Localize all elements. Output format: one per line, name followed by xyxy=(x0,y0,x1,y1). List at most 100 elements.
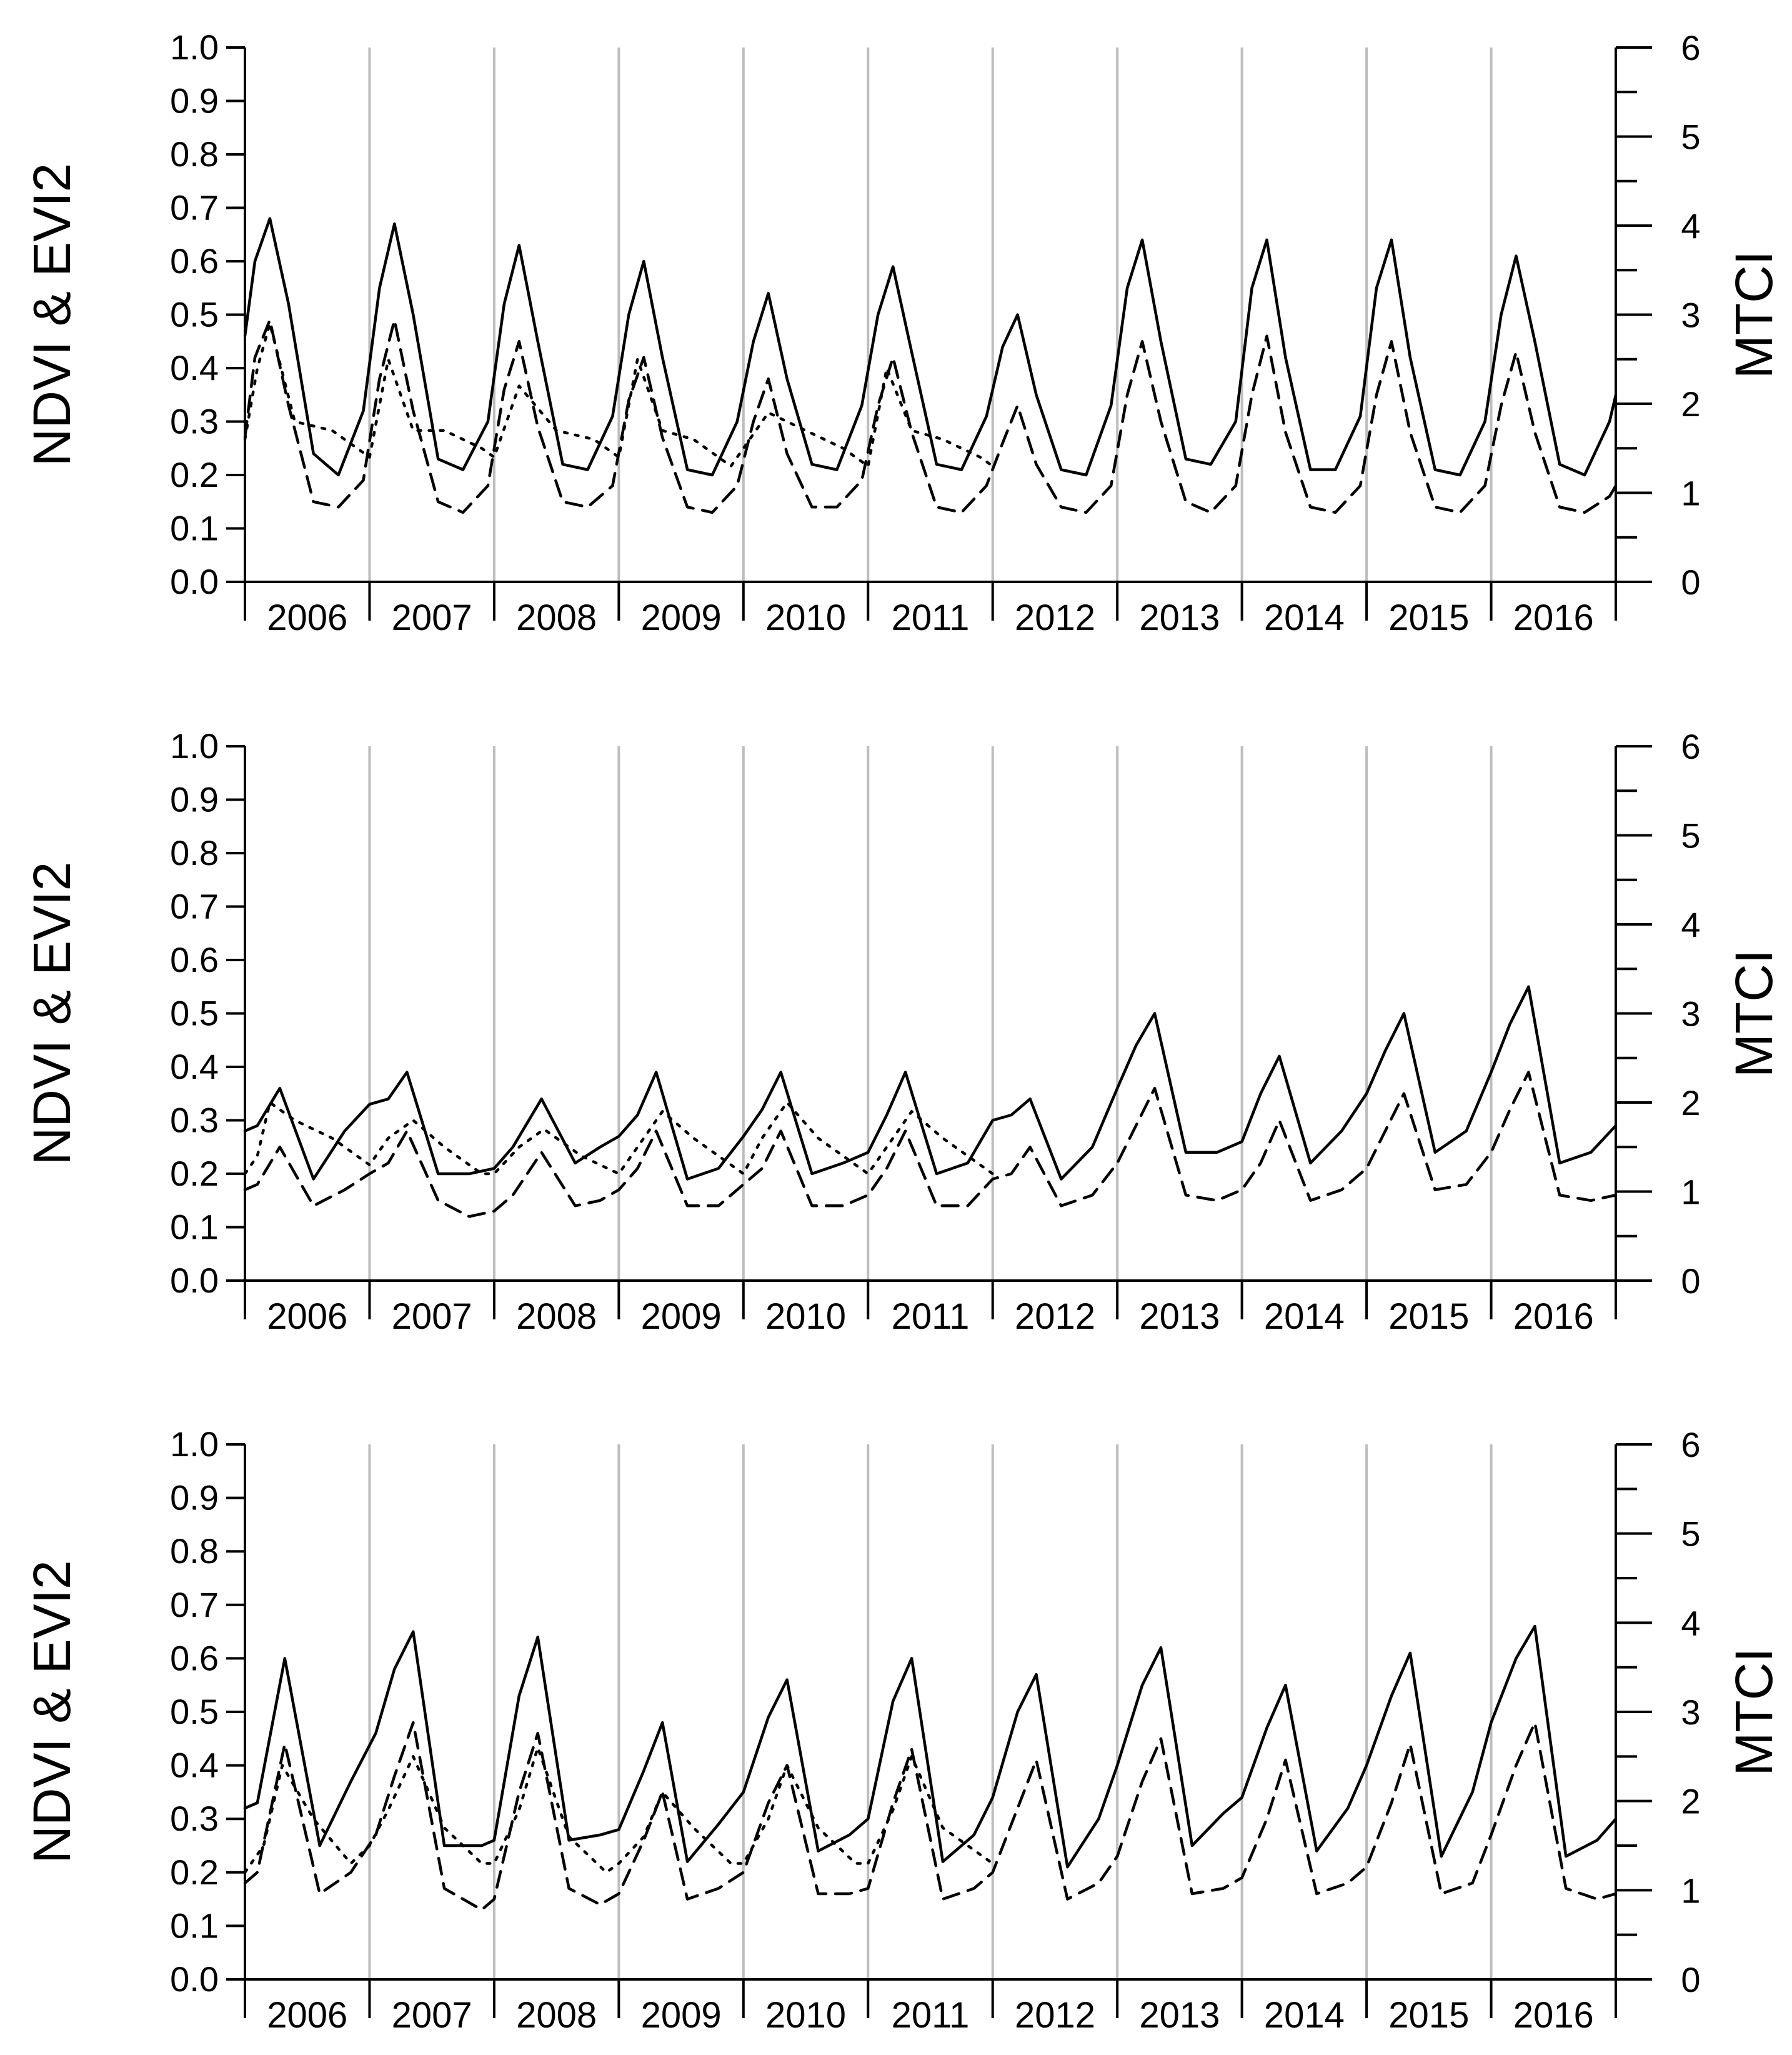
right-axis-tick-label: 4 xyxy=(1681,206,1700,246)
left-axis-tick-label: 0.9 xyxy=(170,780,219,819)
left-axis-tick-label: 0.2 xyxy=(170,1852,219,1892)
left-axis-tick-label: 0.8 xyxy=(170,833,219,872)
x-axis-year-label: 2013 xyxy=(1139,1296,1220,1337)
x-axis-year-label: 2006 xyxy=(267,1296,347,1337)
x-axis-year-label: 2011 xyxy=(892,1296,970,1337)
right-axis-tick-label: 1 xyxy=(1681,1871,1700,1910)
x-axis-year-label: 2006 xyxy=(267,1995,347,2036)
left-axis-tick-label: 0.6 xyxy=(170,241,219,281)
right-axis-tick-label: 5 xyxy=(1681,1514,1700,1554)
right-axis-tick-label: 1 xyxy=(1681,474,1700,513)
right-axis-tick-label: 2 xyxy=(1681,1083,1700,1122)
right-axis-tick-label: 6 xyxy=(1681,1425,1700,1464)
chart-panel-middle: 0.0 0.1 0.2 0.3 0.4 0.5 0.6 0.7 0.8 0.9 1.0 0 1 2 3 4 5 6… xyxy=(22,726,1783,1337)
left-axis-tick-label: 0.7 xyxy=(170,1585,219,1624)
right-axis-tick-label: 0 xyxy=(1681,1960,1700,1999)
x-axis-year-label: 2011 xyxy=(892,1995,970,2036)
series-line-ndvi xyxy=(243,217,1618,477)
series-line-evi2 xyxy=(243,1721,1618,1911)
x-axis-year-label: 2012 xyxy=(1015,598,1095,638)
x-axis-year-label: 2016 xyxy=(1513,1296,1594,1337)
right-axis-tick-label: 1 xyxy=(1681,1172,1700,1212)
x-axis-year-label: 2007 xyxy=(392,1296,472,1337)
left-axis-title: NDVI & EVI2 xyxy=(22,163,81,467)
x-axis-year-label: 2008 xyxy=(516,598,597,638)
right-axis-tick-label: 4 xyxy=(1681,905,1700,944)
left-axis-tick-label: 0.7 xyxy=(170,887,219,926)
right-axis-tick-label: 0 xyxy=(1681,1261,1700,1301)
left-axis-tick-label: 0.9 xyxy=(170,1478,219,1518)
x-axis-year-label: 2013 xyxy=(1139,598,1220,638)
left-axis-tick-label: 1.0 xyxy=(170,1424,219,1464)
right-axis-tick-label: 5 xyxy=(1681,118,1700,157)
x-axis-year-label: 2014 xyxy=(1264,598,1345,638)
left-axis-tick-label: 0.4 xyxy=(170,1047,219,1086)
left-axis-tick-label: 0.6 xyxy=(170,940,219,979)
left-axis-tick-label: 0.5 xyxy=(170,1692,219,1731)
left-axis-tick-label: 0.3 xyxy=(170,1799,219,1838)
x-axis-year-label: 2010 xyxy=(765,1296,846,1337)
right-axis-title: MTCI xyxy=(1725,251,1783,379)
x-axis-year-label: 2014 xyxy=(1264,1995,1345,2036)
right-axis-tick-label: 3 xyxy=(1681,296,1700,335)
left-axis-tick-label: 0.7 xyxy=(170,188,219,228)
x-axis-year-label: 2016 xyxy=(1513,1995,1594,2036)
x-axis-year-label: 2012 xyxy=(1015,1296,1095,1337)
x-axis-year-label: 2014 xyxy=(1264,1296,1345,1337)
x-axis-year-label: 2008 xyxy=(516,1296,597,1337)
right-axis-tick-label: 6 xyxy=(1681,727,1700,766)
left-axis-tick-label: 1.0 xyxy=(170,726,219,766)
series-line-evi2 xyxy=(243,318,1618,514)
x-axis-year-label: 2008 xyxy=(516,1995,597,2036)
series-line-mtci xyxy=(243,1746,994,1874)
left-axis-tick-label: 0.2 xyxy=(170,455,219,494)
chart-panel-bottom: 0.0 0.1 0.2 0.3 0.4 0.5 0.6 0.7 0.8 0.9 1.0 0 1 2 3 4 5 6… xyxy=(22,1424,1783,2036)
right-axis-tick-label: 3 xyxy=(1681,994,1700,1034)
left-axis-tick-label: 0.0 xyxy=(170,1261,219,1300)
left-axis-tick-label: 1.0 xyxy=(170,28,219,67)
left-axis-tick-label: 0.6 xyxy=(170,1638,219,1678)
left-axis-tick-label: 0.3 xyxy=(170,1101,219,1140)
left-axis-tick-label: 0.4 xyxy=(170,1746,219,1785)
x-axis-year-label: 2010 xyxy=(765,598,846,638)
right-axis-tick-label: 0 xyxy=(1681,562,1700,602)
right-axis-tick-label: 6 xyxy=(1681,28,1700,68)
x-axis-year-label: 2007 xyxy=(392,598,472,638)
left-axis-tick-label: 0.9 xyxy=(170,81,219,121)
x-axis-year-label: 2016 xyxy=(1513,598,1594,638)
left-axis-tick-label: 0.5 xyxy=(170,994,219,1033)
x-axis-year-label: 2011 xyxy=(892,598,970,638)
x-axis-year-label: 2006 xyxy=(267,598,347,638)
right-axis-tick-label: 5 xyxy=(1681,816,1700,856)
right-axis-tick-label: 2 xyxy=(1681,1782,1700,1821)
x-axis-year-label: 2009 xyxy=(641,1296,722,1337)
right-axis-tick-label: 3 xyxy=(1681,1692,1700,1732)
x-axis-year-label: 2009 xyxy=(641,598,722,638)
left-axis-tick-label: 0.3 xyxy=(170,402,219,441)
x-axis-year-label: 2015 xyxy=(1388,598,1469,638)
x-axis-year-label: 2009 xyxy=(641,1995,722,2036)
right-axis-tick-label: 4 xyxy=(1681,1603,1700,1642)
x-axis-year-label: 2013 xyxy=(1139,1995,1220,2036)
left-axis-title: NDVI & EVI2 xyxy=(22,1560,81,1864)
series-line-ndvi xyxy=(243,1624,1618,1869)
series-line-evi2 xyxy=(243,1071,1618,1218)
x-axis-year-label: 2007 xyxy=(392,1995,472,2036)
left-axis-tick-label: 0.0 xyxy=(170,562,219,601)
left-axis-tick-label: 0.8 xyxy=(170,1531,219,1571)
x-axis-year-label: 2010 xyxy=(765,1995,846,2036)
series-line-mtci xyxy=(243,1101,994,1176)
chart-panel-top: 0.0 0.1 0.2 0.3 0.4 0.5 0.6 0.7 0.8 0.9 1.0 0 1 2 3 4 5 6… xyxy=(22,28,1783,638)
x-axis-year-label: 2015 xyxy=(1388,1296,1469,1337)
left-axis-tick-label: 0.0 xyxy=(170,1959,219,1999)
x-axis-year-label: 2012 xyxy=(1015,1995,1095,2036)
left-axis-tick-label: 0.2 xyxy=(170,1154,219,1193)
left-axis-title: NDVI & EVI2 xyxy=(22,862,81,1166)
x-axis-year-label: 2015 xyxy=(1388,1995,1469,2036)
right-axis-title: MTCI xyxy=(1725,949,1783,1078)
left-axis-tick-label: 0.4 xyxy=(170,348,219,388)
left-axis-tick-label: 0.1 xyxy=(170,1906,219,1945)
left-axis-tick-label: 0.8 xyxy=(170,134,219,174)
left-axis-tick-label: 0.1 xyxy=(170,509,219,548)
